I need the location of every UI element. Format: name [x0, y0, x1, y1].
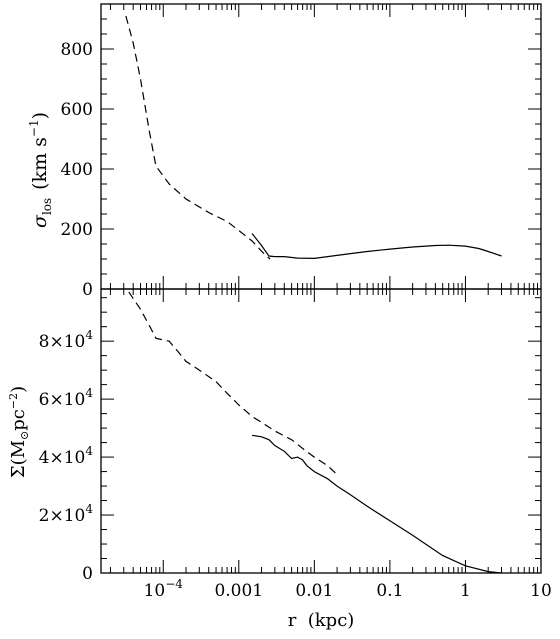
top-ylabel-units: (km s [29, 137, 51, 190]
bottom-ylabel-main: Σ(M [8, 440, 29, 478]
top-y-tick-label: 0 [82, 280, 93, 300]
bottom-series-solid [252, 434, 502, 574]
panel-top: 0 200 400 600 800 [61, 3, 542, 300]
bottom-ylabel-units: pc [8, 409, 29, 431]
x-tick-label: 10−4 [144, 577, 184, 601]
panel-bottom: 0 2×104 4×104 6×104 8×104 10−4 0.001 0.01 0.1 1 10 [39, 288, 552, 601]
bottom-ylabel-close: ) [8, 386, 29, 393]
top-series-dashed [125, 15, 271, 260]
x-tick-label: 10 [530, 581, 552, 601]
top-ylabel-close: ) [29, 112, 51, 119]
bottom-ylabel-sup: −2 [7, 393, 20, 409]
top-y-tick-label: 400 [61, 160, 93, 180]
top-ylabel: σlos (km s−1) [27, 112, 54, 228]
top-axes-frame [100, 3, 542, 290]
top-y-tick-label: 600 [61, 100, 93, 120]
bottom-y-tick-label: 6×104 [39, 386, 94, 410]
x-tick-label: 0.01 [295, 581, 333, 601]
bottom-y-tick-label: 0 [82, 564, 93, 584]
top-ylabel-symbol: σ [29, 214, 51, 228]
top-series-solid [251, 233, 502, 260]
bottom-axes-frame [100, 288, 542, 574]
bottom-ylabel: Σ(M⊙pc−2) [7, 386, 31, 478]
x-axis-label: r (kpc) [288, 610, 355, 631]
top-y-tick-label: 800 [61, 40, 93, 60]
bottom-ylabel-sun: ⊙ [18, 431, 31, 440]
top-ylabel-sub: los [40, 198, 54, 215]
x-tick-label: 0.001 [214, 581, 263, 601]
top-ylabel-sup: −1 [27, 119, 41, 137]
top-y-tick-label: 200 [61, 220, 93, 240]
bottom-y-tick-label: 4×104 [39, 444, 94, 468]
bottom-y-tick-label: 8×104 [39, 328, 94, 352]
bottom-series-dashed [128, 291, 338, 475]
bottom-y-tick-label: 2×104 [39, 502, 94, 526]
x-tick-label: 0.1 [376, 581, 403, 601]
x-tick-label: 1 [460, 581, 471, 601]
